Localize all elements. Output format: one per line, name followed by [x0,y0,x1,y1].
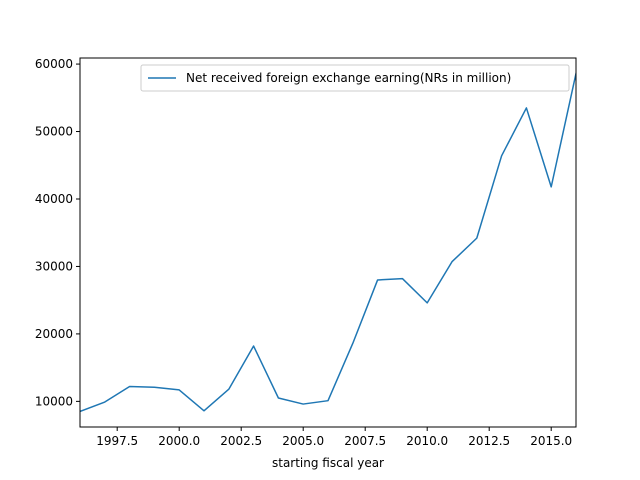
y-tick-label: 20000 [35,327,73,341]
y-tick-label: 60000 [35,57,73,71]
x-tick-label: 2005.0 [282,434,324,448]
y-tick-label: 50000 [35,125,73,139]
x-tick-label: 2002.5 [220,434,262,448]
x-tick-label: 2012.5 [468,434,510,448]
legend-label: Net received foreign exchange earning(NR… [186,71,511,85]
legend: Net received foreign exchange earning(NR… [140,64,570,92]
y-tick-label: 30000 [35,259,73,273]
series-line-0 [80,72,576,413]
x-tick-label: 2007.5 [344,434,386,448]
y-tick-label: 40000 [35,192,73,206]
x-tick-label: 1997.5 [96,434,138,448]
legend-box [140,64,570,92]
x-tick-label: 2010.0 [406,434,448,448]
x-tick-label: 2015.0 [530,434,572,448]
x-tick-label: 2000.0 [158,434,200,448]
x-axis-label: starting fiscal year [272,456,384,470]
plot-frame [79,57,577,428]
y-tick-label: 10000 [35,394,73,408]
